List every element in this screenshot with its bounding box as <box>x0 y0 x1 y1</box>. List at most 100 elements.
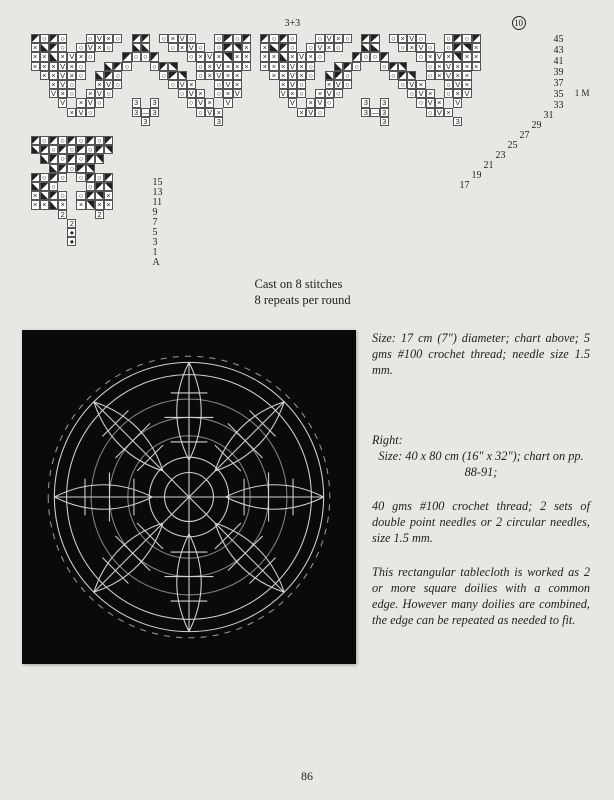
chart-cell: ○ <box>86 182 95 191</box>
chart-cell <box>49 200 58 209</box>
chart-cell: ○ <box>187 98 196 107</box>
chart-cell: V <box>205 52 214 61</box>
chart-cell: ○ <box>315 108 324 117</box>
chart-row: ×××V×○○○○×V××××××V×○○○○×V××× <box>31 62 536 71</box>
chart-cell: × <box>288 89 297 98</box>
chart-cell <box>398 98 407 107</box>
chart-cell <box>104 117 113 126</box>
chart-cell <box>527 34 536 43</box>
chart-cell <box>517 34 526 43</box>
chart-cell <box>426 117 435 126</box>
chart-cell <box>343 62 352 71</box>
chart-cell <box>122 89 131 98</box>
chart-cell: × <box>306 98 315 107</box>
size-paragraph: Size: 17 cm (7") diameter; chart above; … <box>372 330 590 378</box>
chart-row: ○○○ <box>31 145 114 154</box>
chart-cell <box>76 34 85 43</box>
chart-row: 3333 <box>31 117 536 126</box>
chart-cell: ○ <box>150 62 159 71</box>
chart-cell <box>260 89 269 98</box>
chart-cell <box>150 117 159 126</box>
chart-cell <box>104 145 113 154</box>
chart-cell: V <box>444 71 453 80</box>
chart-cell: × <box>95 43 104 52</box>
chart-cell <box>76 182 85 191</box>
chart-cell <box>297 117 306 126</box>
chart-cell <box>444 98 453 107</box>
chart-cell: ○ <box>233 34 242 43</box>
chart-cell <box>31 173 40 182</box>
chart-cell: ○ <box>178 89 187 98</box>
chart-cell <box>462 43 471 52</box>
chart-cell: ○ <box>297 89 306 98</box>
chart-cell <box>86 219 95 228</box>
chart-cell: × <box>67 108 76 117</box>
chart-cell <box>150 80 159 89</box>
chart-cell <box>196 80 205 89</box>
chart-cell: V <box>95 34 104 43</box>
chart-cell <box>67 117 76 126</box>
chart-cell <box>86 228 95 237</box>
chart-cell <box>499 43 508 52</box>
chart-cell: × <box>205 71 214 80</box>
chart-cell: ○ <box>426 71 435 80</box>
row-numbers-leftbottom: 15 13 11 9 7 5 3 1 A <box>153 178 163 268</box>
chart-cell: V <box>288 71 297 80</box>
chart-cell <box>31 71 40 80</box>
chart-cell <box>113 43 122 52</box>
chart-cell <box>352 52 361 61</box>
chart-cell: × <box>444 52 453 61</box>
chart-cell <box>508 98 517 107</box>
chart-cell <box>242 98 251 107</box>
chart-cell <box>49 108 58 117</box>
chart-cell: V <box>58 62 67 71</box>
chart-cell <box>481 34 490 43</box>
chart-cell: ○ <box>58 154 67 163</box>
chart-cell: × <box>279 62 288 71</box>
rownum-diag: 29 <box>532 120 542 131</box>
chart-cell <box>380 52 389 61</box>
chart-cell: × <box>86 89 95 98</box>
chart-cell <box>462 98 471 107</box>
chart-cell <box>361 62 370 71</box>
chart-cell: 3 <box>141 117 150 126</box>
chart-cell: × <box>31 62 40 71</box>
chart-cell <box>426 34 435 43</box>
chart-cell <box>325 117 334 126</box>
chart-cell <box>398 71 407 80</box>
chart-cell <box>132 117 141 126</box>
chart-cell: ○ <box>159 71 168 80</box>
chart-cell: V <box>306 108 315 117</box>
chart-cell <box>343 117 352 126</box>
chart-cell: ○ <box>416 98 425 107</box>
chart-cell <box>490 34 499 43</box>
chart-cell <box>178 71 187 80</box>
chart-cell: × <box>233 80 242 89</box>
chart-cell: V <box>58 98 67 107</box>
chart-cell <box>325 71 334 80</box>
chart-cell <box>159 80 168 89</box>
chart-cell: ○ <box>196 62 205 71</box>
chart-cell: ○ <box>40 34 49 43</box>
chart-cell: V <box>416 89 425 98</box>
chart-cell <box>435 117 444 126</box>
rownum-diag: 21 <box>484 160 494 171</box>
chart-cell: ○ <box>196 108 205 117</box>
chart-cell <box>517 71 526 80</box>
chart-cell: V <box>426 98 435 107</box>
chart-cell: × <box>462 62 471 71</box>
chart-cell: × <box>31 200 40 209</box>
chart-cell <box>178 52 187 61</box>
chart-cell <box>279 117 288 126</box>
chart-cell: × <box>40 52 49 61</box>
chart-cell: V <box>297 52 306 61</box>
chart-cell <box>279 34 288 43</box>
doily-photo <box>22 330 356 664</box>
chart-cell <box>31 136 40 145</box>
chart-cell <box>361 89 370 98</box>
chart-cell <box>517 89 526 98</box>
chart-cell: V <box>58 71 67 80</box>
chart-cell <box>40 89 49 98</box>
chart-cell: ○ <box>67 145 76 154</box>
chart-cell <box>334 98 343 107</box>
